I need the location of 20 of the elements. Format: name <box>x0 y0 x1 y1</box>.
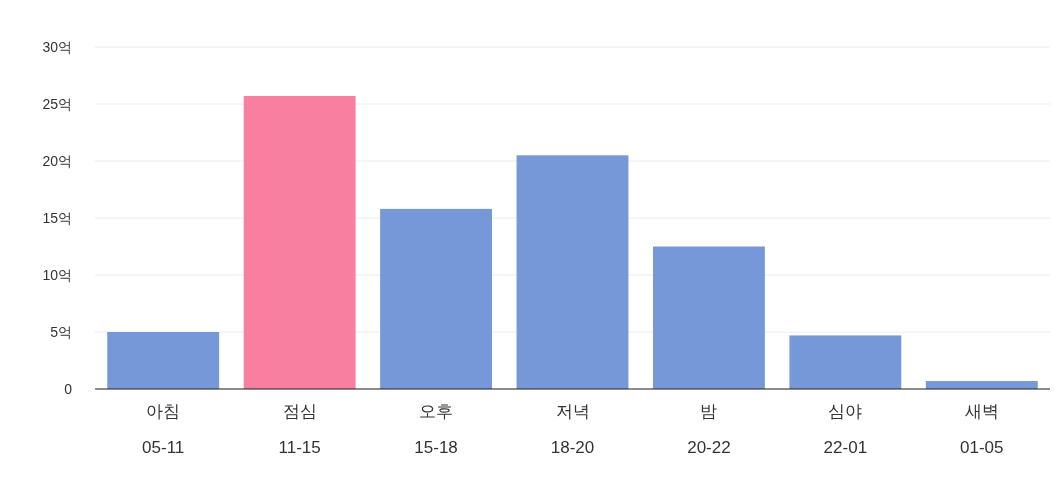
bar <box>516 155 629 389</box>
x-tick-label: 아침 05-11 <box>142 402 185 457</box>
y-tick-label: 25억 <box>42 96 72 112</box>
x-tick-label: 저녁 18-20 <box>550 402 595 457</box>
bar <box>789 335 902 389</box>
bar <box>107 332 220 389</box>
y-tick-label: 15억 <box>42 210 72 226</box>
y-tick-label: 20억 <box>42 153 72 169</box>
bar <box>243 96 356 389</box>
bar <box>380 208 493 389</box>
y-tick-label: 0 <box>64 381 73 397</box>
x-tick-label: 오후 15-18 <box>414 402 458 457</box>
y-tick-label: 5억 <box>50 324 72 340</box>
bar <box>652 246 765 389</box>
x-tick-label: 점심 11-15 <box>278 402 321 457</box>
x-tick-label: 심야 22-01 <box>823 402 868 457</box>
y-tick-label: 30억 <box>42 39 72 55</box>
x-tick-label: 밤 20-22 <box>687 402 731 457</box>
x-tick-label: 새벽 01-05 <box>960 402 1004 457</box>
y-tick-label: 10억 <box>42 267 72 283</box>
